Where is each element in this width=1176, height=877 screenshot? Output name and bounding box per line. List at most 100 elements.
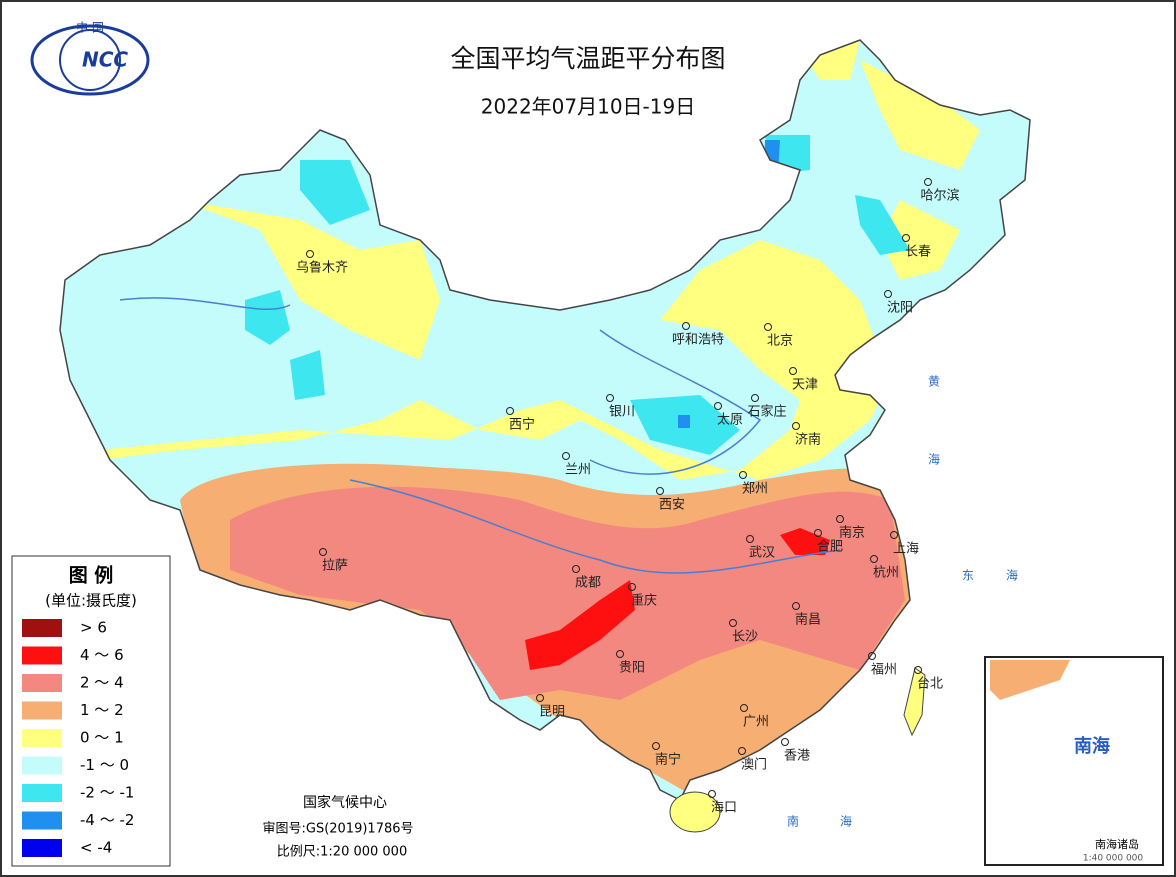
- city-marker: [739, 471, 747, 479]
- city-label: 上海: [893, 542, 919, 557]
- city-label: 沈阳: [887, 301, 913, 316]
- sea-label: 海: [1006, 568, 1018, 583]
- city-label: 呼和浩特: [672, 333, 724, 348]
- city-label: 福州: [871, 663, 897, 678]
- anomaly-area: [290, 350, 325, 400]
- city-marker: [924, 178, 932, 186]
- anomaly-area: [780, 528, 830, 555]
- city-label: 济南: [795, 432, 821, 448]
- legend-swatch: [22, 701, 62, 720]
- city-marker: [506, 407, 514, 415]
- rivers: [119, 297, 841, 574]
- city-marker: [628, 583, 636, 591]
- city-marker: [606, 394, 614, 402]
- anomaly-area: [855, 195, 910, 255]
- city-label: 兰州: [565, 463, 591, 478]
- city-label: 武汉: [749, 546, 775, 561]
- anomaly-area: [880, 200, 960, 280]
- city-marker: [836, 515, 844, 523]
- legend-unit: (单位:摄氏度): [45, 592, 137, 610]
- city-marker: [656, 487, 664, 495]
- inset-coast: [990, 660, 1070, 700]
- legend-label: > 6: [80, 619, 107, 637]
- city-label: 南昌: [795, 612, 821, 628]
- sea-label: 海: [840, 814, 852, 829]
- anomaly-area: [230, 486, 905, 700]
- city-marker: [751, 394, 759, 402]
- city-label: 重庆: [631, 593, 657, 609]
- city-label: 石家庄: [747, 404, 786, 420]
- legend-swatch: [22, 756, 62, 775]
- city-label: 哈尔滨: [920, 188, 959, 204]
- city-label: 成都: [575, 576, 601, 591]
- city-marker: [884, 290, 892, 298]
- legend-title: 图 例: [69, 564, 114, 587]
- city-marker: [729, 619, 737, 627]
- city-label: 昆明: [539, 705, 565, 720]
- city-marker: [814, 529, 822, 537]
- sea-label: 海: [928, 452, 940, 467]
- city-label: 贵阳: [619, 661, 645, 676]
- city-marker: [708, 790, 716, 798]
- city-label: 乌鲁木齐: [296, 260, 348, 276]
- city-marker: [738, 747, 746, 755]
- legend-swatch: [22, 784, 62, 802]
- city-marker: [572, 565, 580, 573]
- logo-text: NCC: [82, 48, 128, 72]
- footer-scale: 比例尺:1:20 000 000: [277, 845, 407, 860]
- legend-label: -2 ～ -1: [80, 784, 134, 802]
- city-marker: [789, 367, 797, 375]
- taiwan: [903, 667, 926, 737]
- anomaly-area: [60, 240, 890, 520]
- city-label: 南宁: [655, 752, 681, 768]
- legend-label: 0 ～ 1: [80, 729, 124, 747]
- inset-scale: 1:40 000 000: [1083, 854, 1144, 864]
- legend-label: 4 ～ 6: [80, 646, 124, 664]
- anomaly-area: [860, 60, 980, 170]
- city-label: 西宁: [509, 417, 535, 433]
- legend-label: 2 ～ 4: [80, 674, 124, 692]
- legend-swatch: [22, 729, 62, 747]
- city-label: 银川: [609, 405, 635, 420]
- logo: 中 国 NCC: [30, 20, 150, 96]
- legend-swatch: [22, 839, 62, 857]
- city-marker: [616, 650, 624, 658]
- anomaly-area: [764, 140, 780, 175]
- anomaly-area: [678, 415, 690, 428]
- legend-swatch: [22, 619, 62, 637]
- city-label: 广州: [743, 715, 769, 730]
- sea-label: 东: [962, 569, 974, 583]
- city-marker: [764, 323, 772, 331]
- city-marker: [652, 742, 660, 750]
- city-label: 拉萨: [322, 559, 348, 574]
- legend: 图 例 (单位:摄氏度) > 6 4 ～ 6 2 ～ 4 1 ～ 2 0 ～ 1 -1 ～…: [11, 555, 171, 867]
- legend-label: < -4: [80, 839, 112, 857]
- city-label: 台北: [917, 677, 943, 692]
- city-label: 太原: [717, 413, 743, 428]
- footer-approval: 审图号:GS(2019)1786号: [262, 822, 413, 837]
- city-label: 天津: [792, 378, 818, 393]
- legend-swatch: [22, 674, 62, 692]
- inset-caption: 南海诸岛: [1095, 837, 1139, 851]
- city-label: 澳门: [741, 757, 767, 773]
- date: 2022年07月10日-19日: [481, 95, 695, 119]
- sea-label: 南: [787, 814, 799, 829]
- legend-label: -4 ～ -2: [80, 811, 134, 829]
- city-marker: [868, 652, 876, 660]
- city-marker: [792, 602, 800, 610]
- city-marker: [792, 422, 800, 430]
- city-marker: [870, 555, 878, 563]
- city-marker: [714, 402, 722, 410]
- city-marker: [319, 548, 327, 556]
- city-marker: [682, 322, 690, 330]
- inset: 南海 南海诸岛 1:40 000 000: [984, 656, 1164, 866]
- city-label: 西安: [659, 498, 685, 513]
- city-label: 香港: [784, 749, 810, 764]
- legend-label: -1 ～ 0: [80, 756, 129, 774]
- legend-swatch: [22, 811, 62, 830]
- city-marker: [902, 234, 910, 242]
- title: 全国平均气温距平分布图: [450, 44, 725, 73]
- city-marker: [781, 738, 789, 746]
